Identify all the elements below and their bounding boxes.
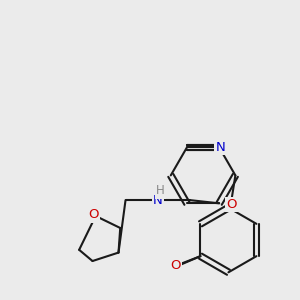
Text: N: N <box>153 194 163 207</box>
Text: O: O <box>88 208 99 221</box>
Text: N: N <box>215 141 225 154</box>
Text: O: O <box>227 198 237 211</box>
Text: O: O <box>169 259 180 272</box>
Text: H: H <box>156 184 164 197</box>
Text: O: O <box>170 259 181 272</box>
